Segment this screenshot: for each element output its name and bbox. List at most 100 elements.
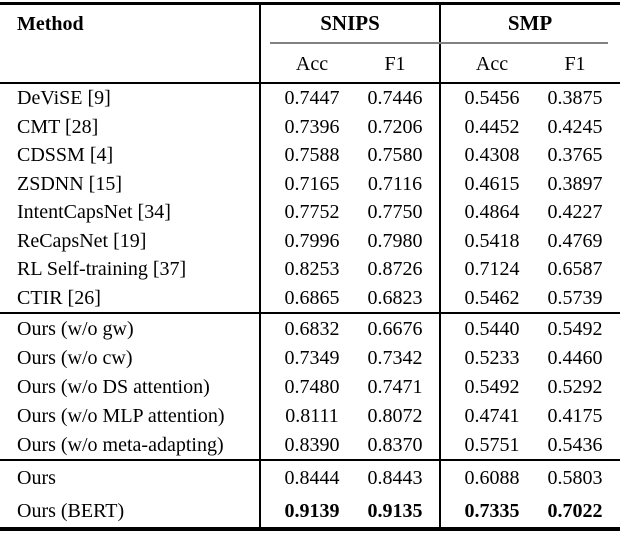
smp-acc-cell: 0.6088 xyxy=(464,466,520,489)
smp-f1-cell: 0.5739 xyxy=(547,286,603,309)
table-row: CTIR [26] 0.6865 0.6823 0.5462 0.5739 xyxy=(0,284,620,313)
smp-f1-cell: 0.4245 xyxy=(547,115,603,138)
method-header: Method xyxy=(17,12,84,35)
smp-acc-cell: 0.4741 xyxy=(464,404,520,427)
ablation-group: Ours (w/o gw) 0.6832 0.6676 0.5440 0.549… xyxy=(0,314,620,459)
smp-acc-cell: 0.5492 xyxy=(464,375,520,398)
method-cell: IntentCapsNet [34] xyxy=(17,201,171,224)
table-row: Ours (w/o MLP attention) 0.8111 0.8072 0… xyxy=(0,401,620,430)
snips-group-header: SNIPS xyxy=(320,11,380,35)
snips-f1-cell: 0.8726 xyxy=(367,258,423,281)
snips-acc-cell: 0.7996 xyxy=(284,229,340,252)
snips-f1-cell: 0.7206 xyxy=(367,115,423,138)
table-row: DeViSE [9] 0.7447 0.7446 0.5456 0.3875 xyxy=(0,84,620,113)
snips-acc-cell: 0.7396 xyxy=(284,115,340,138)
smp-f1-cell: 0.5492 xyxy=(547,317,603,340)
method-cell: ReCapsNet [19] xyxy=(17,229,147,252)
smp-acc-cell: 0.7124 xyxy=(464,258,520,281)
snips-f1-cell: 0.7342 xyxy=(367,346,423,369)
snips-acc-cell: 0.8111 xyxy=(285,404,339,427)
snips-acc-cell: 0.6865 xyxy=(284,286,340,309)
smp-f1-cell: 0.6587 xyxy=(547,258,603,281)
snips-f1-header: F1 xyxy=(384,52,406,75)
snips-acc-cell: 0.9139 xyxy=(284,499,340,522)
table-row: ZSDNN [15] 0.7165 0.7116 0.4615 0.3897 xyxy=(0,170,620,199)
top-rule xyxy=(0,2,620,5)
smp-acc-cell: 0.5456 xyxy=(464,87,520,110)
method-cell: Ours (w/o gw) xyxy=(17,317,134,340)
smp-group-header: SMP xyxy=(507,11,553,35)
snips-acc-header: Acc xyxy=(295,52,329,75)
smp-acc-cell: 0.5233 xyxy=(464,346,520,369)
snips-acc-cell: 0.6832 xyxy=(284,317,340,340)
method-cell: Ours (w/o MLP attention) xyxy=(17,404,225,427)
snips-f1-cell: 0.7116 xyxy=(367,172,423,195)
snips-acc-cell: 0.7480 xyxy=(284,375,340,398)
group-separator-rule xyxy=(0,312,620,314)
header-row-metrics: Acc F1 Acc F1 xyxy=(0,45,620,82)
table-row: Ours 0.8444 0.8443 0.6088 0.5803 xyxy=(0,461,620,494)
method-cell: ZSDNN [15] xyxy=(17,172,122,195)
smp-acc-cell: 0.5462 xyxy=(464,286,520,309)
smp-f1-cell: 0.3765 xyxy=(547,144,603,167)
group-separator-rule xyxy=(0,459,620,461)
snips-acc-cell: 0.8253 xyxy=(284,258,340,281)
smp-f1-cell: 0.7022 xyxy=(547,499,603,522)
smp-acc-cell: 0.7335 xyxy=(464,499,520,522)
snips-acc-cell: 0.8390 xyxy=(284,433,340,456)
smp-f1-cell: 0.4769 xyxy=(547,229,603,252)
smp-f1-cell: 0.4175 xyxy=(547,404,603,427)
smp-f1-cell: 0.4460 xyxy=(547,346,603,369)
smp-acc-cell: 0.4452 xyxy=(464,115,520,138)
smp-f1-cell: 0.5803 xyxy=(547,466,603,489)
method-cell: CDSSM [4] xyxy=(17,144,114,167)
table-row: CMT [28] 0.7396 0.7206 0.4452 0.4245 xyxy=(0,113,620,142)
table-row: Ours (w/o meta-adapting) 0.8390 0.8370 0… xyxy=(0,430,620,459)
smp-acc-cell: 0.5751 xyxy=(464,433,520,456)
ours-group: Ours 0.8444 0.8443 0.6088 0.5803 Ours (B… xyxy=(0,461,620,527)
snips-f1-cell: 0.7446 xyxy=(367,87,423,110)
method-cell: Ours xyxy=(17,466,56,489)
table-row: Ours (w/o cw) 0.7349 0.7342 0.5233 0.446… xyxy=(0,343,620,372)
snips-f1-cell: 0.9135 xyxy=(367,499,423,522)
table-row: Ours (w/o gw) 0.6832 0.6676 0.5440 0.549… xyxy=(0,314,620,343)
bottom-rule xyxy=(0,527,620,531)
method-cell: RL Self-training [37] xyxy=(17,258,187,281)
snips-acc-cell: 0.8444 xyxy=(284,466,340,489)
header-row-groups: Method SNIPS SMP xyxy=(0,5,620,42)
smp-acc-cell: 0.4864 xyxy=(464,201,520,224)
table-row: Ours (w/o DS attention) 0.7480 0.7471 0.… xyxy=(0,372,620,401)
method-cell: Ours (w/o DS attention) xyxy=(17,375,210,398)
snips-f1-cell: 0.7980 xyxy=(367,229,423,252)
table-row: ReCapsNet [19] 0.7996 0.7980 0.5418 0.47… xyxy=(0,227,620,256)
smp-f1-cell: 0.5292 xyxy=(547,375,603,398)
smp-f1-cell: 0.4227 xyxy=(547,201,603,224)
smp-acc-header: Acc xyxy=(475,52,509,75)
method-cell: CTIR [26] xyxy=(17,286,101,309)
header-rule xyxy=(0,82,620,84)
method-cell: Ours (w/o cw) xyxy=(17,346,133,369)
baselines-group: DeViSE [9] 0.7447 0.7446 0.5456 0.3875 C… xyxy=(0,84,620,312)
snips-f1-cell: 0.8072 xyxy=(367,404,423,427)
smp-f1-cell: 0.3897 xyxy=(547,172,603,195)
smp-f1-cell: 0.5436 xyxy=(547,433,603,456)
snips-acc-cell: 0.7447 xyxy=(284,87,340,110)
smp-f1-cell: 0.3875 xyxy=(547,87,603,110)
snips-acc-cell: 0.7165 xyxy=(284,172,340,195)
column-separator xyxy=(259,5,261,527)
cmidrule-row xyxy=(0,42,620,45)
snips-f1-cell: 0.6823 xyxy=(367,286,423,309)
smp-f1-header: F1 xyxy=(564,52,586,75)
snips-f1-cell: 0.6676 xyxy=(367,317,423,340)
table-row: CDSSM [4] 0.7588 0.7580 0.4308 0.3765 xyxy=(0,141,620,170)
table-row: RL Self-training [37] 0.8253 0.8726 0.71… xyxy=(0,255,620,284)
snips-f1-cell: 0.8370 xyxy=(367,433,423,456)
table-row: IntentCapsNet [34] 0.7752 0.7750 0.4864 … xyxy=(0,198,620,227)
column-separator xyxy=(439,5,441,527)
snips-acc-cell: 0.7349 xyxy=(284,346,340,369)
snips-f1-cell: 0.7580 xyxy=(367,144,423,167)
method-cell: DeViSE [9] xyxy=(17,87,111,110)
method-cell: Ours (BERT) xyxy=(17,499,125,522)
smp-acc-cell: 0.4615 xyxy=(464,172,520,195)
